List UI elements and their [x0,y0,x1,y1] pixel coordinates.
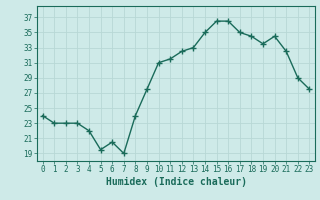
X-axis label: Humidex (Indice chaleur): Humidex (Indice chaleur) [106,177,246,187]
